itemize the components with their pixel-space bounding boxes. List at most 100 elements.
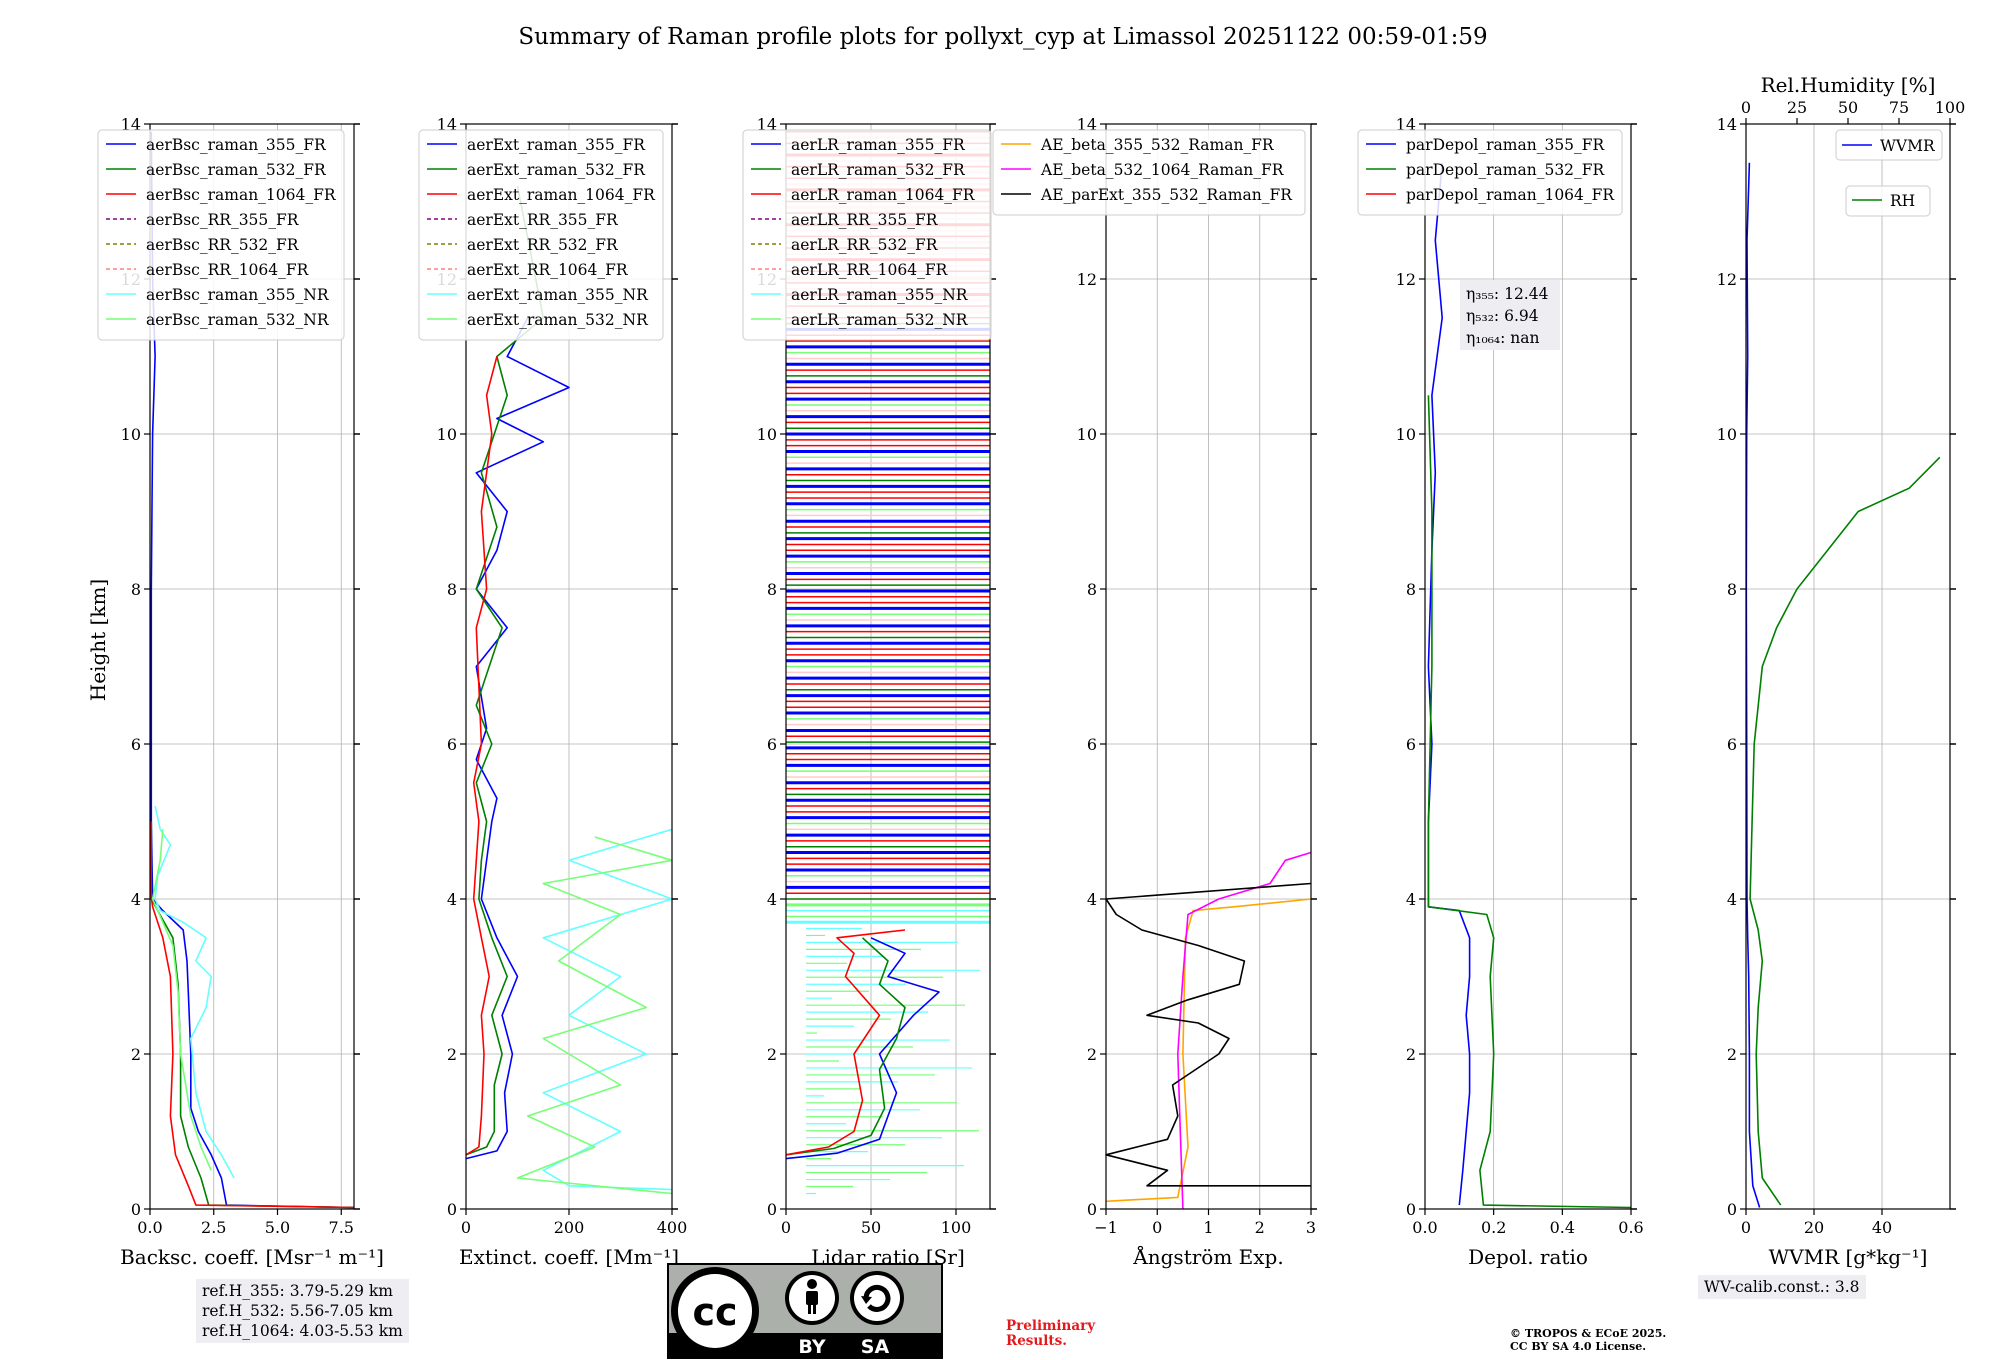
y-tick-label: 6 — [1727, 735, 1737, 754]
y-tick-label: 14 — [121, 115, 141, 134]
legend-label: aerBsc_raman_532_FR — [146, 161, 327, 179]
x-tick-label: 0 — [1152, 1218, 1162, 1237]
legend-box — [992, 129, 1306, 216]
series-AE_beta_532_1064_Raman_FR — [1177, 851, 1312, 1210]
series-RH — [1749, 456, 1941, 1206]
by-icon — [785, 1271, 839, 1325]
legend-box — [742, 129, 992, 341]
y-tick-label: 0 — [767, 1200, 777, 1219]
y-axis-label: Height [km] — [86, 579, 110, 701]
legend-label: aerExt_RR_355_FR — [467, 211, 619, 229]
preliminary-note: Preliminary Results. — [1006, 1319, 1095, 1349]
y-tick-label: 12 — [1396, 270, 1416, 289]
y-tick-label: 0 — [1406, 1200, 1416, 1219]
legend-box — [418, 129, 664, 341]
series-aerExt_raman_355_NR — [542, 828, 673, 1191]
panel-depol: 0 2 4 6 8 10 12 14 0.0 0.2 0.4 0.6 Depol. ratio parDe… — [1357, 115, 1644, 1269]
y-tick-label: 0 — [447, 1200, 457, 1219]
refh-532: ref.H_532: 5.56-7.05 km — [202, 1302, 393, 1320]
x-tick-label: 0.4 — [1550, 1218, 1575, 1237]
y-tick-label: 8 — [1727, 580, 1737, 599]
y-tick-label: 14 — [1717, 115, 1737, 134]
x-tick-label: 400 — [657, 1218, 688, 1237]
x-tick-label: 50 — [861, 1218, 881, 1237]
legend-label: AE_beta_532_1064_Raman_FR — [1040, 161, 1285, 179]
y-tick-label: 10 — [1077, 425, 1097, 444]
series-parDepol_raman_532_FR — [1427, 395, 1632, 1209]
legend-label: aerBsc_raman_532_NR — [146, 311, 330, 329]
legend-label: aerBsc_raman_1064_FR — [146, 186, 337, 204]
legend-label: parDepol_raman_1064_FR — [1406, 186, 1615, 204]
legend-box — [1845, 185, 1931, 217]
y-tick-label: 0 — [131, 1200, 141, 1219]
y-tick-label: 6 — [767, 735, 777, 754]
top-x-tick-label: 50 — [1838, 98, 1858, 117]
x-axis-label: Backsc. coeff. [Msr⁻¹ m⁻¹] — [120, 1245, 384, 1269]
y-tick-label: 6 — [447, 735, 457, 754]
y-tick-label: 8 — [767, 580, 777, 599]
axes-frame — [785, 123, 991, 1210]
x-tick-label: 7.5 — [329, 1218, 354, 1237]
y-tick-label: 12 — [1077, 270, 1097, 289]
x-axis-label: WVMR [g*kg⁻¹] — [1769, 1245, 1928, 1269]
series-aerExt_raman_532_NR — [516, 836, 673, 1195]
legend-label: AE_parExt_355_532_Raman_FR — [1040, 186, 1293, 204]
series-aerBsc_raman_355_NR — [154, 805, 235, 1179]
legend-label: AE_beta_355_532_Raman_FR — [1040, 136, 1275, 154]
eta-annotation: η₃₅₅: 12.44 η₅₃₂: 6.94 η₁₀₆₄: nan — [1460, 280, 1560, 350]
legend-label: WVMR — [1880, 137, 1936, 155]
wv-calib-text: WV-calib.const.: 3.8 — [1704, 1278, 1860, 1296]
top-x-tick-label: 0 — [1741, 98, 1751, 117]
x-tick-label: 2.5 — [201, 1218, 226, 1237]
series-aerBsc_raman_1064_FR — [149, 821, 355, 1209]
y-tick-label: 2 — [1406, 1045, 1416, 1064]
y-tick-label: 4 — [131, 890, 141, 909]
wv-calibration-box: WV-calib.const.: 3.8 — [1698, 1275, 1866, 1299]
reference-height-box: ref.H_355: 3.79-5.29 km ref.H_532: 5.56-… — [196, 1279, 409, 1343]
legend-label: aerBsc_RR_355_FR — [146, 211, 300, 229]
y-tick-label: 8 — [447, 580, 457, 599]
legend-wvmr: WVMR — [1835, 129, 1943, 161]
legend-box — [1835, 129, 1943, 161]
copyright-line-2: CC BY SA 4.0 License. — [1510, 1340, 1647, 1353]
y-tick-label: 10 — [1717, 425, 1737, 444]
series-AE_beta_355_532_Raman_FR — [1105, 898, 1312, 1203]
refh-355: ref.H_355: 3.79-5.29 km — [202, 1282, 393, 1300]
y-tick-label: 0 — [1087, 1200, 1097, 1219]
y-tick-label: 2 — [1087, 1045, 1097, 1064]
legend-label: aerExt_raman_532_NR — [467, 311, 649, 329]
y-tick-label: 8 — [1406, 580, 1416, 599]
x-tick-label: 0.0 — [1412, 1218, 1437, 1237]
legend-label: aerExt_raman_1064_FR — [467, 186, 656, 204]
series-aerBsc_raman_355_FR — [150, 131, 355, 1209]
x-tick-label: 0 — [1741, 1218, 1751, 1237]
top-x-tick-label: 75 — [1889, 98, 1909, 117]
x-axis-label: Depol. ratio — [1468, 1245, 1588, 1269]
x-tick-label: 0 — [461, 1218, 471, 1237]
legend-label: aerLR_RR_1064_FR — [791, 261, 949, 279]
legend-label: aerBsc_raman_355_NR — [146, 286, 330, 304]
legend-label: aerExt_raman_355_NR — [467, 286, 649, 304]
top-x-axis-label: Rel.Humidity [%] — [1761, 73, 1936, 97]
y-tick-label: 14 — [757, 115, 777, 134]
x-tick-label: 0.6 — [1618, 1218, 1643, 1237]
legend-label: RH — [1890, 192, 1915, 210]
series-aerBsc_raman_532_NR — [151, 829, 212, 1171]
series-aerLR_raman_532_FR — [785, 937, 906, 1156]
cc-icon: cc — [671, 1267, 759, 1355]
x-tick-label: 3 — [1306, 1218, 1316, 1237]
y-tick-label: 0 — [1727, 1200, 1737, 1219]
legend-rh: RH — [1845, 185, 1931, 217]
legend-label: aerExt_raman_532_FR — [467, 161, 646, 179]
y-tick-label: 8 — [131, 580, 141, 599]
x-tick-label: 0.2 — [1481, 1218, 1506, 1237]
series-aerExt_raman_355_FR — [465, 317, 570, 1160]
x-tick-label: 20 — [1804, 1218, 1824, 1237]
y-tick-label: 14 — [1396, 115, 1416, 134]
by-label: BY — [798, 1336, 825, 1358]
x-axis-label: Extinct. coeff. [Mm⁻¹] — [459, 1245, 679, 1269]
svg-text:cc: cc — [692, 1290, 737, 1334]
